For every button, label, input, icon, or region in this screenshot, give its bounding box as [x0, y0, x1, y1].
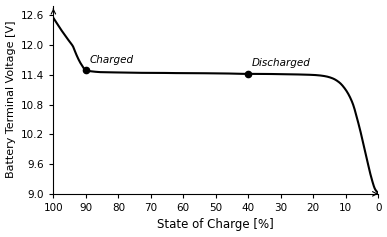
Text: Charged: Charged [89, 55, 133, 65]
Text: Discharged: Discharged [252, 59, 310, 68]
Y-axis label: Battery Terminal Voltage [V]: Battery Terminal Voltage [V] [5, 21, 15, 178]
X-axis label: State of Charge [%]: State of Charge [%] [158, 219, 274, 232]
